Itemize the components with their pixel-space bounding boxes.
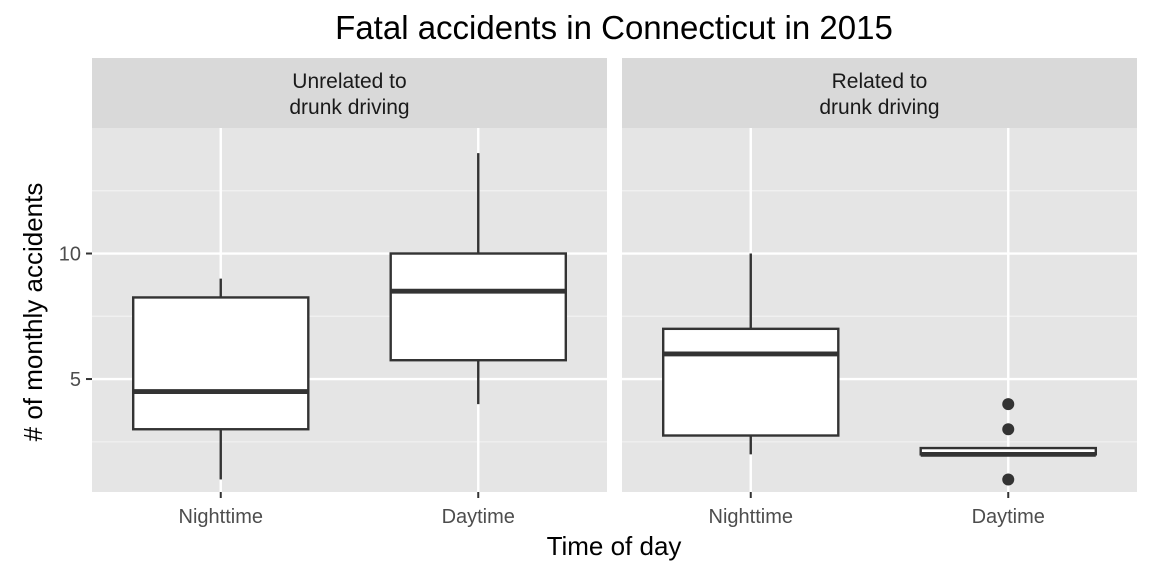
box-nighttime — [662, 253, 840, 455]
facet-panels: Unrelated to drunk driving Nighttime Daytim… — [59, 58, 1137, 528]
panel-background — [622, 128, 1137, 492]
facet-panel-1: Unrelated to drunk driving Nighttime Daytim… — [59, 58, 607, 528]
chart-title: Fatal accidents in Connecticut in 2015 — [335, 9, 893, 46]
outlier-point — [1002, 398, 1015, 411]
facet-label-line: drunk driving — [819, 96, 939, 119]
x-tick-label: Daytime — [442, 506, 515, 528]
x-tick-label: Daytime — [972, 506, 1045, 528]
facet-label-line: Unrelated to — [292, 70, 406, 93]
x-axis-title: Time of day — [547, 531, 682, 561]
y-tick-label: 5 — [70, 369, 81, 391]
facet-panel-2: Related to drunk driving Nighttime Daytime — [622, 58, 1137, 528]
box-daytime — [389, 153, 568, 405]
y-tick-label: 10 — [59, 244, 81, 266]
facet-strip — [622, 58, 1137, 128]
box-iqr — [131, 296, 310, 431]
outlier-point — [1002, 473, 1015, 486]
facet-strip — [92, 58, 607, 128]
y-axis-title: # of monthly accidents — [18, 183, 48, 442]
outlier-point — [1002, 423, 1015, 436]
box-nighttime — [131, 278, 310, 480]
x-tick-label: Nighttime — [179, 506, 263, 528]
x-tick-label: Nighttime — [709, 506, 793, 528]
facet-label-line: drunk driving — [289, 96, 409, 119]
box-iqr — [389, 252, 568, 362]
facet-label-line: Related to — [832, 70, 928, 93]
box-iqr — [662, 327, 840, 437]
box-daytime — [919, 398, 1098, 486]
